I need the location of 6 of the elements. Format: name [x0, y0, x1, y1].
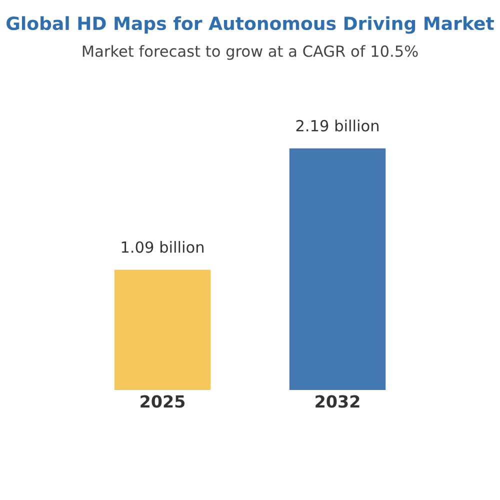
chart-title: Global HD Maps for Autonomous Driving Market — [6, 16, 494, 34]
x-tick-label: 2025 — [140, 395, 185, 408]
chart-subtitle: Market forecast to grow at a CAGR of 10.5% — [82, 45, 418, 60]
x-tick-label: 2032 — [316, 395, 360, 408]
data-label: 1.09 billion — [122, 241, 204, 253]
data-label: 2.19 billion — [296, 120, 378, 132]
